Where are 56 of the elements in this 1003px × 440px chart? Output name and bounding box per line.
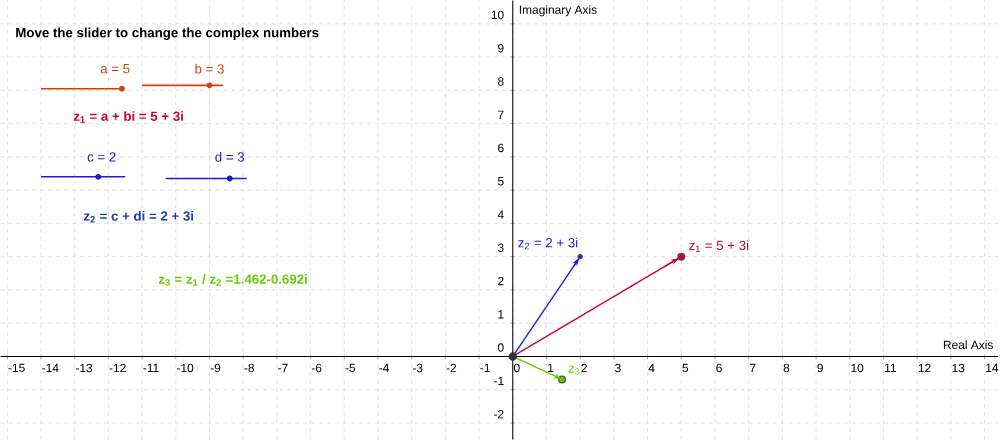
y-tick-label: 7 [498,110,504,119]
x-tick-label: 6 [716,363,722,373]
x-tick-label: 3 [615,363,621,373]
series-label: z$_{1}$ = 5 + 3i [689,240,749,252]
x-tick-label: 10 [851,363,864,373]
y-tick-label: 1 [498,310,504,319]
x-tick-label: -13 [75,363,93,373]
x-tick-label: -9 [210,363,221,373]
annotation: z$_{1}$ = a + bi = 5 + 3i [73,111,183,123]
x-tick-label: 14 [986,363,999,372]
y-tick-label: 0 [497,343,504,352]
series-label: z$_{2}$ = 2 + 3i [518,237,578,250]
y-tick-label: 9 [498,43,504,53]
x-tick-label: 4 [648,363,655,372]
x-tick-label: 9 [817,363,823,373]
y-tick-label: 10 [491,10,504,20]
x-tick-label: -2 [446,363,457,373]
x-tick-label: -11 [143,363,159,372]
legend-label: z$_{3}$ [568,365,580,375]
x-tick-label: -3 [412,363,423,373]
y-tick-label: 6 [498,143,504,153]
y-tick-label: 2 [498,276,504,286]
x-tick-label: 7 [750,363,756,372]
x-tick-label: -12 [109,363,126,373]
x-tick-label: -4 [379,363,389,372]
x-tick-label: 2 [581,363,587,373]
x-tick-label: -14 [42,363,59,372]
y-tick-label: 4 [497,210,504,219]
x-tick-label: -6 [311,363,322,373]
y-tick-label: 8 [498,77,504,86]
text: Move the slider to change the complex numbers [16,27,319,40]
y-axis-title: Imaginary Axis [519,5,597,17]
y-tick-label: 5 [497,177,504,186]
y-tick-label: -1 [494,376,504,385]
y-tick-label: -2 [494,409,504,419]
x-tick-label: -10 [177,363,194,373]
x-tick-label: 1 [548,363,554,372]
annotation: d = 3 [215,151,245,162]
x-tick-label: -5 [345,363,356,373]
annotation: a = 5 [100,64,130,74]
x-tick-label: 8 [783,363,790,373]
annotation: b = 3 [195,63,224,74]
x-tick-label: -1 [480,363,490,372]
annotation: z$_{2}$ = c + di = 2 + 3i [83,210,194,223]
x-tick-label: -7 [278,363,288,372]
annotation: c = 2 [87,152,116,162]
x-tick-label: -15 [8,363,25,373]
x-tick-label: 12 [918,363,931,373]
x-axis-title: Real Axis [943,340,993,350]
annotation: z$_{3}$ = z$_{1}$ / z$_{2}$ =1.462-0.692i [158,274,307,286]
x-tick-label: 13 [952,363,965,373]
y-tick-label: 3 [497,243,504,252]
x-tick-label: 5 [682,363,689,373]
x-tick-label: 0 [513,363,520,373]
x-tick-label: 11 [885,363,897,372]
x-tick-label: -8 [244,363,254,373]
